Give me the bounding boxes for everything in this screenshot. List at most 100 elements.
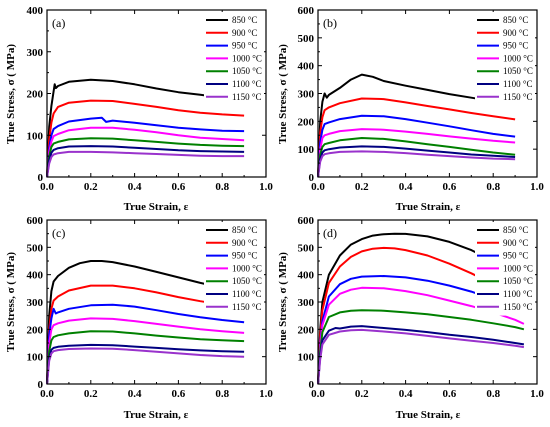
x-tick-label: 0.4 [399, 181, 413, 193]
x-tick-label: 0.2 [84, 181, 98, 193]
legend-label: 950 °C [232, 251, 257, 261]
legend-label: 850 °C [503, 15, 528, 25]
x-tick-label: 0.0 [40, 388, 54, 400]
legend-label: 850 °C [232, 225, 257, 235]
y-tick-label: 500 [27, 242, 44, 254]
series-line-3 [46, 317, 245, 385]
x-tick-label: 0.6 [172, 388, 186, 400]
chart-panel-b: 0.0 0.2 0.4 0.6 0.8 1.0 0 100 200 300 400 500 600 Tru… [277, 5, 544, 213]
y-tick-label: 400 [27, 5, 44, 17]
legend-label: 900 °C [503, 28, 528, 38]
legend-label: 850 °C [503, 225, 528, 235]
x-axis-label: True Strain, ε [396, 409, 461, 421]
y-tick-label: 100 [27, 130, 44, 142]
y-tick-label: 400 [298, 270, 315, 282]
x-tick-label: 0.8 [486, 181, 500, 193]
y-tick-label: 600 [298, 5, 315, 17]
chart-panel-c: 0.0 0.2 0.4 0.6 0.8 1.0 0 100 200 300 400 500 600 Tru… [5, 215, 273, 421]
legend-label: 1150 °C [232, 302, 262, 312]
series-line-4 [317, 309, 525, 385]
legend-label: 1050 °C [503, 66, 533, 76]
series-line-2 [46, 303, 245, 385]
x-tick-label: 0.2 [355, 181, 369, 193]
x-tick-label: 0.6 [443, 181, 457, 193]
series-line-2 [317, 114, 516, 178]
x-tick-label: 1.0 [259, 181, 273, 193]
legend-label: 950 °C [503, 251, 528, 261]
x-tick-label: 0.0 [311, 181, 325, 193]
series-line-4 [317, 137, 516, 178]
y-tick-label: 400 [27, 270, 44, 282]
series-line-5 [46, 145, 245, 178]
y-tick-label: 200 [298, 116, 315, 128]
series-line-5 [317, 325, 525, 385]
x-tick-label: 0.4 [399, 388, 413, 400]
y-tick-label: 100 [298, 144, 315, 156]
y-tick-label: 0 [38, 172, 44, 184]
x-tick-label: 1.0 [530, 388, 544, 400]
x-tick-label: 1.0 [259, 388, 273, 400]
legend-label: 950 °C [232, 41, 257, 51]
y-tick-label: 200 [27, 324, 44, 336]
x-tick-label: 0.2 [355, 388, 369, 400]
x-tick-label: 0.0 [40, 181, 54, 193]
legend-label: 1000 °C [503, 263, 533, 273]
series-line-5 [46, 343, 245, 385]
x-tick-label: 0.0 [311, 388, 325, 400]
y-axis-label: True Stress, σ ( MPa) [5, 44, 17, 144]
series-line-6 [317, 328, 525, 385]
y-tick-label: 0 [309, 379, 315, 391]
legend-label: 1000 °C [232, 53, 262, 63]
legend-label: 900 °C [503, 238, 528, 248]
chart-panel-d: 0.0 0.2 0.4 0.6 0.8 1.0 0 100 200 300 400 500 600 Tru… [277, 215, 544, 421]
y-tick-label: 500 [298, 242, 315, 254]
legend-label: 1150 °C [503, 302, 533, 312]
legend-label: 1000 °C [503, 53, 533, 63]
legend-label: 1050 °C [503, 276, 533, 286]
legend-label: 1050 °C [232, 66, 262, 76]
chart-panel-a: 0.0 0.2 0.4 0.6 0.8 1.0 0 100 200 300 400 True Stra… [5, 5, 273, 213]
panel-label: (d) [323, 226, 337, 240]
x-tick-label: 0.6 [172, 181, 186, 193]
series-line-3 [46, 126, 245, 178]
x-tick-label: 0.2 [84, 388, 98, 400]
legend-label: 900 °C [232, 28, 257, 38]
y-tick-label: 500 [298, 33, 315, 45]
legend-label: 1000 °C [232, 263, 262, 273]
legend-label: 1100 °C [232, 289, 262, 299]
legend-label: 1100 °C [503, 289, 533, 299]
y-tick-label: 300 [298, 89, 315, 101]
y-tick-label: 0 [38, 379, 44, 391]
x-axis-label: True Strain, ε [396, 201, 461, 213]
series-line-1 [46, 284, 245, 385]
legend-label: 1100 °C [503, 79, 533, 89]
series-line-6 [317, 150, 516, 178]
y-tick-label: 300 [27, 297, 44, 309]
legend-label: 1150 °C [232, 92, 262, 102]
legend-label: 1150 °C [503, 92, 533, 102]
series-line-3 [317, 128, 516, 178]
x-tick-label: 1.0 [530, 181, 544, 193]
y-tick-label: 400 [298, 61, 315, 73]
y-axis-label: True Stress, σ ( MPa) [277, 252, 289, 352]
y-axis-label: True Stress, σ ( MPa) [277, 44, 289, 144]
x-tick-label: 0.8 [215, 388, 229, 400]
legend-label: 1100 °C [232, 79, 262, 89]
x-axis-label: True Strain, ε [124, 201, 189, 213]
x-tick-label: 0.6 [443, 388, 457, 400]
y-tick-label: 100 [27, 352, 44, 364]
series-line-0 [46, 260, 245, 385]
y-tick-label: 0 [309, 172, 315, 184]
panel-label: (b) [323, 16, 337, 30]
series-line-5 [317, 145, 516, 178]
y-axis-label: True Stress, σ ( MPa) [5, 252, 17, 352]
series-line-1 [317, 97, 516, 178]
y-tick-label: 300 [298, 297, 315, 309]
x-tick-label: 0.8 [215, 181, 229, 193]
x-tick-label: 0.8 [486, 388, 500, 400]
series-line-0 [317, 73, 516, 178]
series-line-4 [46, 137, 245, 178]
series-line-1 [46, 99, 245, 178]
y-tick-label: 600 [27, 215, 44, 227]
